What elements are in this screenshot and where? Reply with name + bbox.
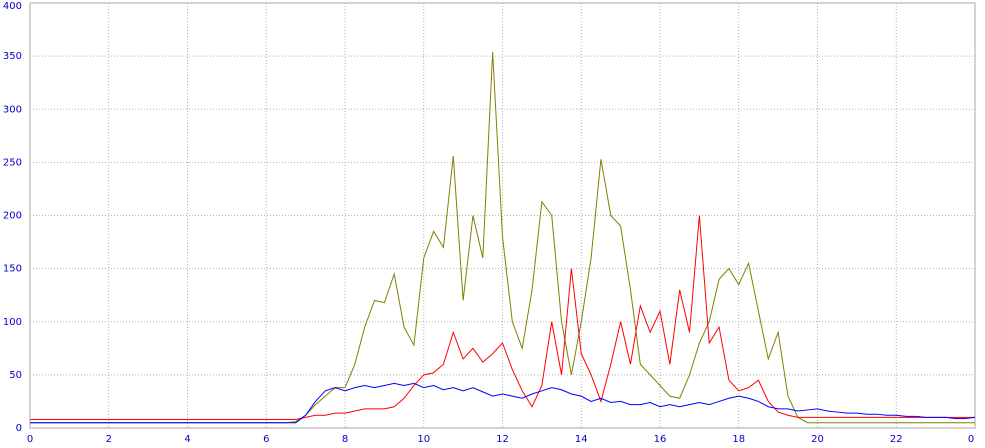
x-tick-label: 2 (106, 434, 112, 445)
x-tick-label: 10 (417, 434, 430, 445)
x-tick-label: 8 (342, 434, 348, 445)
y-tick-label: 250 (3, 157, 22, 168)
x-tick-label: 0 (27, 434, 33, 445)
series-line (30, 382, 976, 424)
y-tick-label: 400 (3, 1, 22, 12)
x-tick-label: 0 (968, 434, 974, 445)
y-tick-label: 150 (3, 264, 22, 275)
x-tick-label: 20 (811, 434, 824, 445)
series-line (30, 215, 975, 420)
series-line (30, 51, 975, 424)
y-tick-label: 100 (3, 317, 22, 328)
x-tick-label: 6 (263, 434, 269, 445)
y-tick-label: 200 (3, 211, 22, 222)
y-tick-label: 50 (9, 370, 22, 381)
y-tick-label: 350 (3, 51, 22, 62)
x-tick-label: 12 (496, 434, 509, 445)
x-tick-label: 18 (732, 434, 745, 445)
x-tick-label: 16 (654, 434, 667, 445)
x-tick-label: 4 (184, 434, 190, 445)
y-tick-label: 0 (16, 423, 22, 434)
y-tick-label: 300 (3, 104, 22, 115)
x-tick-label: 14 (575, 434, 588, 445)
x-tick-label: 22 (890, 434, 903, 445)
